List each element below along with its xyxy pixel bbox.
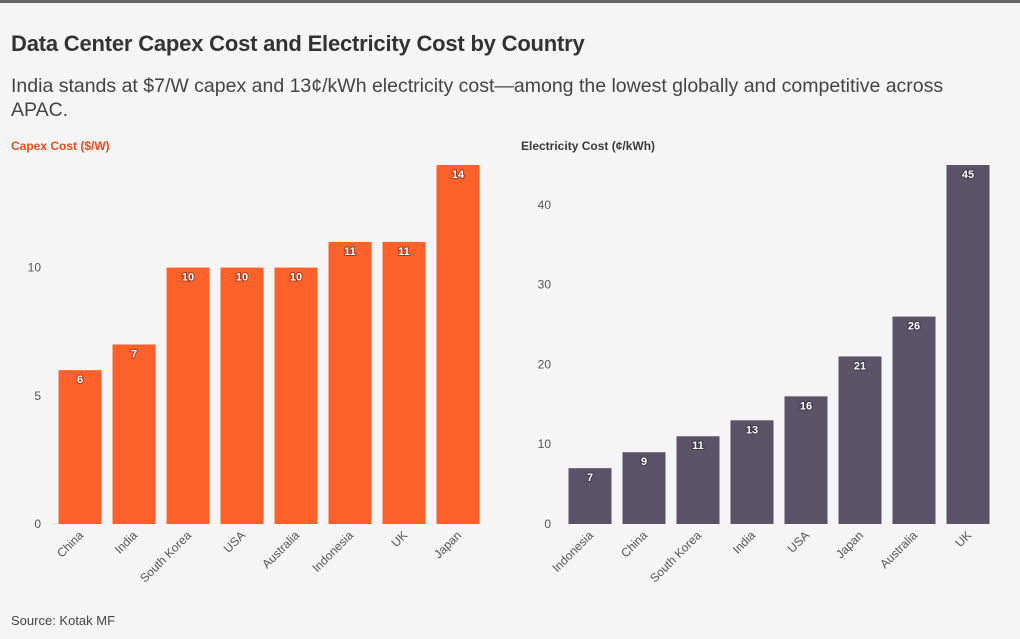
capex-category-label: India [112,528,141,557]
electricity-bar-india [730,420,774,524]
capex-bar-japan [436,165,480,524]
electricity-bar-indonesia [568,468,612,524]
electricity-value-label: 21 [854,360,866,372]
capex-category-label: USA [221,528,248,555]
capex-category-label: UK [388,528,410,550]
capex-value-label: 10 [236,272,248,284]
electricity-bar-australia [892,316,936,524]
electricity-bar-china [622,452,666,524]
electricity-y-tick-label: 30 [538,278,552,292]
capex-bar-china [58,370,102,524]
electricity-category-label: China [618,528,650,560]
electricity-value-label: 9 [641,456,647,468]
capex-category-label: Japan [431,528,464,561]
capex-value-label: 10 [182,272,194,284]
capex-category-label: China [54,528,86,560]
electricity-category-label: India [730,528,759,557]
capex-value-label: 11 [344,246,356,258]
capex-bar-usa [220,267,264,524]
capex-value-label: 10 [290,272,302,284]
capex-category-label: Indonesia [309,528,356,575]
capex-value-label: 7 [131,349,137,361]
capex-bar-chart: 0 5 10 6 China 7 India 10 South Korea 10 USA 10 Aust… [28,165,480,585]
capex-value-label: 6 [77,374,83,386]
source-note: Source: Kotak MF [11,613,116,628]
capex-chart-title: Capex Cost ($/W) [11,139,110,153]
electricity-category-label: USA [785,528,812,555]
electricity-bar-japan [838,356,882,524]
electricity-value-label: 16 [800,400,812,412]
electricity-bar-south-korea [676,436,720,524]
capex-y-tick-label: 5 [34,389,41,403]
electricity-y-tick-label: 40 [538,198,552,212]
page-subtitle: India stands at $7/W capex and 13¢/kWh e… [11,75,944,121]
electricity-y-tick-label: 10 [538,437,552,451]
capex-bar-australia [274,267,318,524]
electricity-category-label: Australia [877,528,920,571]
top-rule [0,0,1020,3]
electricity-value-label: 11 [692,440,704,452]
capex-bar-india [112,344,156,524]
capex-y-tick-label: 0 [34,517,41,531]
capex-category-label: Australia [259,528,302,571]
capex-value-label: 11 [398,246,410,258]
capex-bar-indonesia [328,241,372,524]
capex-bar-south-korea [166,267,210,524]
electricity-value-label: 7 [587,472,593,484]
electricity-category-label: Indonesia [549,528,596,575]
electricity-category-label: South Korea [647,528,704,585]
capex-value-label: 14 [452,169,465,181]
page-title: Data Center Capex Cost and Electricity C… [11,31,585,56]
electricity-y-tick-label: 20 [538,357,552,371]
electricity-bar-chart: 0 10 20 30 40 7 Indonesia 9 China 11 South Korea 13… [538,165,990,585]
electricity-category-label: UK [952,528,974,550]
capex-bar-uk [382,241,426,524]
capex-y-tick-label: 10 [28,261,42,275]
electricity-bar-usa [784,396,828,524]
electricity-value-label: 26 [908,321,920,333]
electricity-value-label: 45 [962,169,974,181]
electricity-bar-uk [946,165,990,524]
electricity-category-label: Japan [833,528,866,561]
capex-category-label: South Korea [137,528,194,585]
electricity-y-tick-label: 0 [544,517,551,531]
electricity-value-label: 13 [746,424,758,436]
electricity-chart-title: Electricity Cost (¢/kWh) [521,139,656,153]
